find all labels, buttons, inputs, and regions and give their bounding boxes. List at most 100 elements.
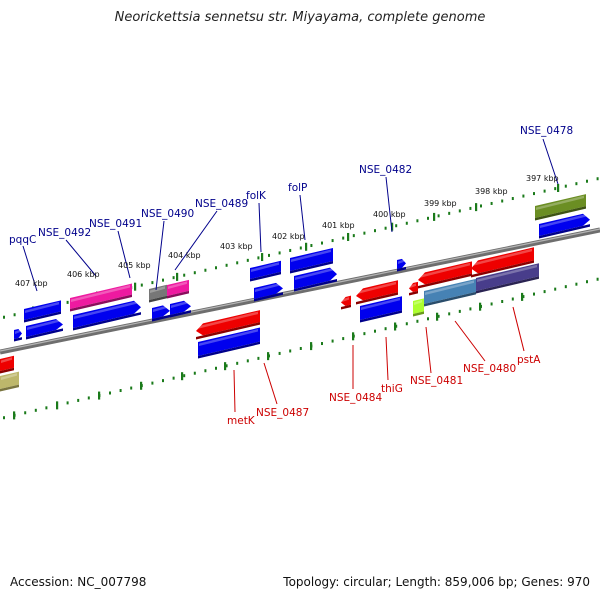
tick-dot [225,263,228,267]
tick-dot [448,211,451,215]
gene-arrow-nse0484 [341,295,351,310]
gene-block-edge-red-shade [0,367,14,374]
tick-dot [352,234,355,238]
gene-arrow-small-shade [397,266,406,272]
gene-block-thig-body [360,296,402,320]
gene-arrow-nse0481-body [409,281,418,293]
gene-block-nse0491-gloss [71,285,130,302]
leader-nse_0491 [117,230,131,279]
gene-block-folk-gloss [251,262,279,272]
scale-label: 406 kbp [67,270,100,279]
gene-block-nse0478-shade [535,206,586,221]
tick-dot [427,216,429,220]
gene-arrow-metk-body [196,310,260,336]
tick-dot [215,266,217,270]
tick-dot [522,194,525,198]
gene-block-edge-khaki-gloss [1,373,17,380]
gene-block-thig-shade [360,310,402,323]
backbone-line [0,227,600,355]
scale-label: 407 kbp [15,279,48,288]
gene-arrow-nse0484-shade [341,304,351,310]
gene-arrow-nse0490b-shade [152,314,170,322]
tick-dot [257,356,260,360]
gene-block-folk-shade [250,271,281,282]
gene-arrow-folk-b-shade [254,292,283,302]
tick-dot [586,179,588,183]
leader-psta [512,306,525,352]
gene-arrow-nse0478b-gloss [540,213,588,228]
tick-dot [289,248,292,252]
tick-dot [501,299,504,303]
tick-dot [183,374,186,378]
scale-label: 401 kbp [322,221,355,230]
tick-major [433,212,436,221]
gene-block-pqqc-gloss [25,301,59,313]
gene-arrow-metk-gloss [197,311,258,329]
tick-dot [564,285,567,289]
tick-dot [3,416,5,420]
tick-dot [342,337,345,341]
gene-arrow-nse0491b-body [73,300,141,328]
tick-dot [13,313,16,317]
gene-arrow-nse0491b [73,300,141,331]
gene-arrow-nse0489b-gloss [171,300,189,308]
gene-block-nse0478-body [535,194,586,218]
tick-dot [278,251,281,255]
tick-major [224,362,227,371]
gene-arrow-psta [471,247,534,278]
tick-major [352,332,355,341]
gene-arrow-nse0481-shade [409,290,418,296]
tick-dot [384,327,387,331]
gene-arrow-nse0490b [152,305,170,322]
gene-arrow-nse0480 [418,261,472,289]
gene-arrow-edge-body [14,328,22,339]
tick-dot [554,187,557,191]
gene-arrow-folk-b-gloss [255,282,281,292]
gene-block-steelblue-body [424,278,476,304]
tick-major [134,282,137,291]
tick-dot [533,192,535,196]
tick-dot [172,276,175,280]
gene-block-slateblue-gloss [477,264,537,282]
lower-tick-track [3,277,599,420]
gene-label-nse_0478: NSE_0478 [520,125,573,137]
leader-nse_0490 [155,220,165,291]
gene-arrow-folk-b-body [254,282,283,299]
tick-major [521,292,524,301]
gene-arrow-nse0490b-gloss [153,305,168,312]
tick-major [56,401,59,410]
gene-arrow-nse0478b-shade [539,224,590,239]
accession-text: Accession: NC_007798 [10,575,147,589]
tick-dot [162,278,164,282]
gene-arrow-thig-gloss [357,281,396,294]
gene-block-nse0487 [198,327,260,359]
gene-block-lime-shade [413,311,424,317]
gene-block-folp-body [290,247,333,271]
tick-major [261,253,264,262]
tick-dot [109,391,111,395]
label-leader-lines [22,138,559,413]
gene-arrow-psta-shade [471,260,534,278]
gene-block-nse0478 [535,194,586,221]
tick-major [267,352,270,361]
tick-dot [257,256,260,260]
gene-block-edge-khaki [0,371,19,392]
tick-dot [374,329,376,333]
gene-arrow-nse0480-gloss [419,262,470,278]
gene-block-nse0491-shade [70,294,132,312]
gene-block-nse0491 [70,283,132,312]
tick-dot [469,206,472,210]
tick-dot [204,268,207,272]
tick-dot [66,401,69,405]
gene-block-folk-body [250,260,281,279]
gene-block-nse0489-shade [167,290,189,299]
gene-block-nse0490-shade [149,295,167,303]
gene-arrow-nse0492-shade [26,328,63,340]
tick-dot [204,369,207,373]
tick-dot [596,277,599,281]
gene-block-nse0478-gloss [536,195,584,210]
tick-dot [342,236,345,240]
tick-dot [278,351,281,355]
gene-block-steelblue [424,278,476,307]
tick-dot [193,371,196,375]
